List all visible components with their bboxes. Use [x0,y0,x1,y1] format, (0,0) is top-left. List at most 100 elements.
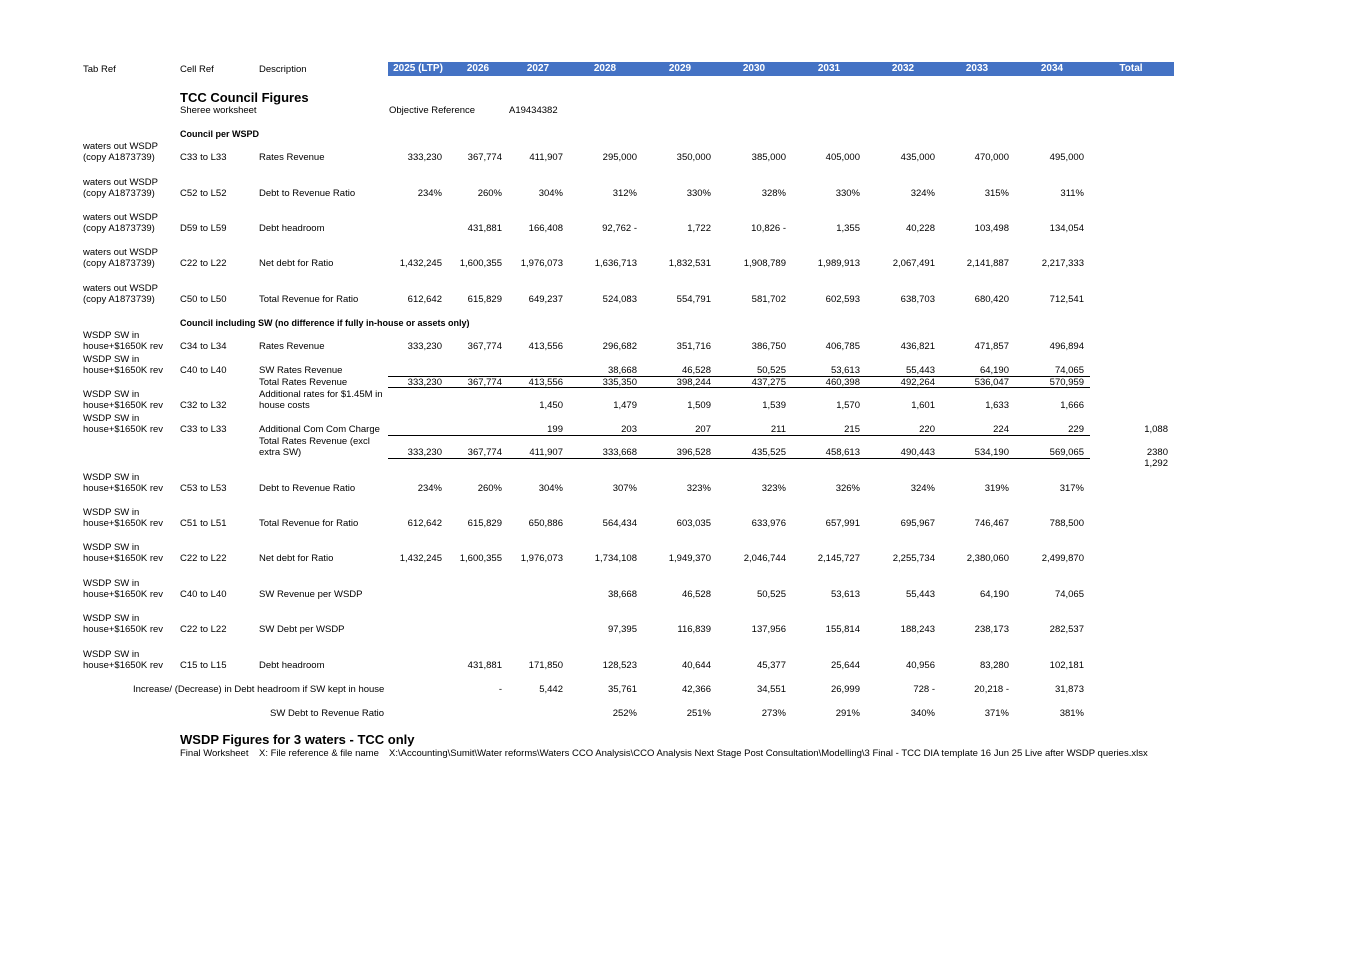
value-cell: 396,528 [676,447,711,458]
value-cell: 74,065 [1054,589,1084,600]
row-description: Rates Revenue [259,341,325,352]
value-cell: 1,355 [836,223,860,234]
file-path: X:\Accounting\Sumit\Water reforms\Waters… [389,748,1148,759]
col-header-year: 2030 [742,63,766,74]
value-cell: 92,762 - [602,223,637,234]
value-cell: 381% [1059,708,1084,719]
row-description: Debt to Revenue Ratio [259,483,356,494]
value-cell: 50,525 [756,365,786,376]
value-cell: 252% [612,708,637,719]
total-cell: 1,088 [1144,424,1168,435]
value-cell: 458,613 [825,447,860,458]
value-cell: 1,976,073 [520,553,563,564]
value-cell: 20,218 - [974,684,1009,695]
value-cell: 155,814 [825,624,860,635]
value-cell: 333,668 [602,447,637,458]
value-cell: 312% [612,188,637,199]
value-cell: 435,525 [751,447,786,458]
cell-ref: D59 to L59 [180,223,227,234]
value-cell: 46,528 [681,365,711,376]
value-cell: 273% [761,708,786,719]
tab-ref: house+$1650K rev [83,589,164,600]
value-cell: 46,528 [681,589,711,600]
cell-ref: C52 to L52 [180,188,227,199]
subheading-council-per-wspd: Council per WSPD [180,129,260,139]
col-header-cell-ref: Cell Ref [180,64,214,75]
sw-debt-ratio-label: SW Debt to Revenue Ratio [270,708,385,719]
value-cell: 134,054 [1049,223,1084,234]
row-description: Total Rates Revenue (excl [259,436,370,447]
value-cell: 166,408 [528,223,563,234]
tab-ref: house+$1650K rev [83,624,164,635]
value-cell: 260% [477,483,502,494]
value-cell: 1,479 [613,400,637,411]
value-cell: 34,551 [756,684,786,695]
value-cell: 40,644 [681,660,711,671]
row-description: Debt headroom [259,660,325,671]
total-cell: 2380 [1146,447,1168,458]
value-cell: 413,556 [528,341,563,352]
value-cell: 1,600,355 [459,553,502,564]
value-cell: 317% [1059,483,1084,494]
col-header-year: 2032 [891,63,915,74]
cell-ref: C15 to L15 [180,660,227,671]
value-cell: 1,432,245 [399,553,442,564]
value-cell: 31,873 [1054,684,1084,695]
row-description: Total Rates Revenue [259,377,348,388]
tab-ref: WSDP SW in [83,389,140,400]
col-header-year: 2034 [1040,63,1064,74]
value-cell: 38,668 [607,589,637,600]
value-cell: 413,556 [528,377,563,388]
col-header-description: Description [259,64,307,75]
value-cell: 234% [417,483,442,494]
cell-ref: C53 to L53 [180,483,227,494]
value-cell: 2,046,744 [743,553,786,564]
value-cell: 1,949,370 [668,553,711,564]
value-cell: 1,450 [539,400,563,411]
row-description: Net debt for Ratio [259,553,334,564]
value-cell: 680,420 [974,294,1009,305]
worksheet-label: Sheree worksheet [180,105,257,116]
value-cell: 211 [770,424,786,435]
value-cell: 612,642 [407,518,442,529]
value-cell: 1,570 [836,400,860,411]
value-cell: 38,668 [607,365,637,376]
value-cell: 42,366 [681,684,711,695]
value-cell: 324% [910,483,935,494]
value-cell: 323% [686,483,711,494]
value-cell: 330% [835,188,860,199]
value-cell: 495,000 [1049,152,1084,163]
value-cell: 602,593 [825,294,860,305]
value-cell: 406,785 [825,341,860,352]
value-cell: 570,959 [1049,377,1084,388]
value-cell: 398,244 [676,377,711,388]
value-cell: 536,047 [974,377,1009,388]
tab-ref: WSDP SW in [83,507,140,518]
tab-ref: WSDP SW in [83,542,140,553]
tab-ref: waters out WSDP [83,212,158,223]
tab-ref: WSDP SW in [83,613,140,624]
value-cell: 116,839 [677,624,711,635]
value-cell: 1,432,245 [399,258,442,269]
value-cell: 1,908,789 [743,258,786,269]
value-cell: 128,523 [602,660,637,671]
tab-ref: house+$1650K rev [83,365,164,376]
row-description: SW Rates Revenue [259,365,343,376]
value-cell: 2,255,734 [892,553,935,564]
increase-decrease-label: Increase/ (Decrease) in Debt headroom if… [133,684,385,695]
value-cell: 220 [919,424,935,435]
value-cell: 330% [686,188,711,199]
tab-ref: (copy A1873739) [83,223,155,234]
value-cell: 74,065 [1054,365,1084,376]
value-cell: 188,243 [900,624,935,635]
value-cell: 10,826 - [751,223,786,234]
value-cell: 333,230 [407,447,442,458]
value-cell: 203 [621,424,637,435]
value-cell: 2,067,491 [892,258,935,269]
value-cell: 328% [761,188,786,199]
value-cell: 650,886 [528,518,563,529]
value-cell: 581,702 [751,294,786,305]
value-cell: 45,377 [756,660,786,671]
cell-ref: C40 to L40 [180,365,227,376]
value-cell: 324% [910,188,935,199]
